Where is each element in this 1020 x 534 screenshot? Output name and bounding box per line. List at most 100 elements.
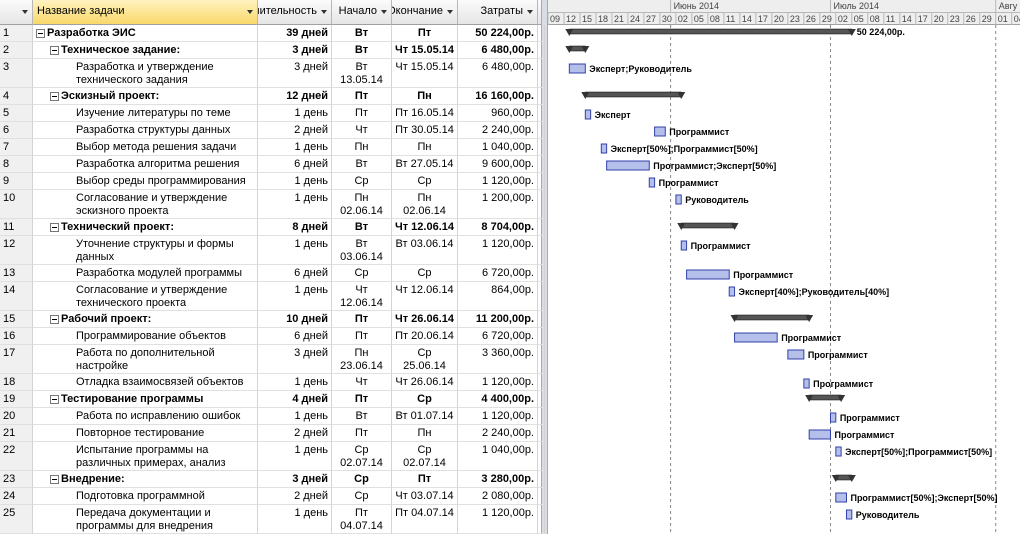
task-name: Разработка модулей программы (33, 265, 258, 282)
cost: 16 160,00р. (458, 88, 538, 105)
cost: 3 280,00р. (458, 471, 538, 488)
task-name: Работа по исправлению ошибок (33, 408, 258, 425)
summary-bar (734, 314, 810, 321)
day-label: 27 (646, 14, 656, 24)
day-label: 15 (582, 14, 592, 24)
start-date: Пт 16.05.14 (332, 88, 392, 105)
row-number: 12 (0, 236, 33, 265)
task-name: Разработка структуры данных (33, 122, 258, 139)
row-number: 9 (0, 173, 33, 190)
resource-label: Эксперт;Руководитель (589, 64, 692, 74)
task-name: Согласование и утверждение эскизного про… (33, 190, 258, 219)
row-number: 24 (0, 488, 33, 505)
start-date: Пн 23.06.14 (332, 345, 392, 374)
column-title: Затраты (480, 5, 524, 17)
finish-date: Ср 02.07.14 (392, 442, 458, 471)
row-number: 6 (0, 122, 33, 139)
day-label: 26 (806, 14, 816, 24)
finish-date: Ср 02.07.14 (392, 391, 458, 408)
resource-label: Эксперт[40%];Руководитель[40%] (739, 287, 890, 297)
finish-date: Пн 02.06.14 (392, 190, 458, 219)
resource-label: Программист (808, 350, 869, 360)
row-number: 16 (0, 328, 33, 345)
task-name: Повторное тестирование (33, 425, 258, 442)
summary-end (581, 46, 590, 53)
task-name: Техническое задание: (33, 42, 258, 59)
summary-end (805, 395, 814, 402)
start-date: Пт 13.06.14 (332, 311, 392, 328)
cell (538, 190, 545, 219)
row-number: 7 (0, 139, 33, 156)
day-label: 23 (950, 14, 960, 24)
row-number: 18 (0, 374, 33, 391)
summary-end (565, 46, 574, 53)
cell (538, 59, 545, 88)
cell (538, 442, 545, 471)
resource-label: Руководитель (685, 195, 749, 205)
column-header[interactable]: Название задачи (33, 0, 258, 25)
task-bar (808, 429, 831, 440)
cell (538, 282, 545, 311)
task-bar (829, 412, 837, 423)
finish-date: Пт 16.05.14 (392, 105, 458, 122)
day-label: 05 (694, 14, 704, 24)
start-date: Вт 01.07.14 (332, 408, 392, 425)
start-date: Вт 03.06.14 (332, 236, 392, 265)
task-name: Согласование и утверждение технического … (33, 282, 258, 311)
day-label: 11 (886, 14, 895, 24)
summary-end (805, 315, 814, 322)
summary-end (677, 223, 686, 230)
column-title: Название задачи (37, 5, 125, 17)
duration: 12 дней (258, 88, 332, 105)
task-bar (606, 160, 650, 171)
cell (538, 328, 545, 345)
finish-date: Чт 12.06.14 (392, 282, 458, 311)
finish-date: Пн 02.06.14 (392, 88, 458, 105)
month-label: Июнь 2014 (674, 1, 719, 11)
day-label: 23 (790, 14, 800, 24)
cost: 3 360,00р. (458, 345, 538, 374)
start-date: Вт 13.05.14 (332, 25, 392, 42)
resource-label: Руководитель (856, 510, 920, 520)
row-number: 5 (0, 105, 33, 122)
duration: 8 дней (258, 219, 332, 236)
finish-date: Чт 26.06.14 (392, 374, 458, 391)
collapse-toggle[interactable] (50, 46, 59, 55)
duration: 3 дней (258, 42, 332, 59)
collapse-toggle[interactable] (36, 29, 45, 38)
task-name: Разработка ЭИС (33, 25, 258, 42)
collapse-toggle[interactable] (50, 92, 59, 101)
summary-bar (808, 394, 842, 401)
column-header[interactable]: Начало (332, 0, 392, 25)
start-date: Вт 03.06.14 (332, 219, 392, 236)
start-date: Ср 02.07.14 (332, 471, 392, 488)
duration: 1 день (258, 408, 332, 425)
start-date: Чт 26.06.14 (332, 374, 392, 391)
resource-label: Программист (781, 333, 842, 343)
collapse-toggle[interactable] (50, 315, 59, 324)
collapse-toggle[interactable] (50, 475, 59, 484)
row-number: 19 (0, 391, 33, 408)
row-header-corner (0, 0, 33, 25)
duration: 2 дней (258, 122, 332, 139)
summary-end (847, 29, 856, 36)
task-bar (654, 126, 666, 137)
column-header[interactable]: Длительность (258, 0, 332, 25)
column-header[interactable]: Окончание (392, 0, 458, 25)
task-bar (787, 349, 805, 360)
day-label: 02 (678, 14, 688, 24)
cost: 2 080,00р. (458, 488, 538, 505)
collapse-toggle[interactable] (50, 223, 59, 232)
summary-cost-label: 50 224,00р. (857, 27, 905, 37)
cost: 960,00р. (458, 105, 538, 122)
cell (538, 25, 545, 42)
cell (538, 88, 545, 105)
duration: 6 дней (258, 265, 332, 282)
start-date: Пн 19.05.14 (332, 139, 392, 156)
collapse-toggle[interactable] (50, 395, 59, 404)
task-name: Технический проект: (33, 219, 258, 236)
task-name: Разработка и утверждение технического за… (33, 59, 258, 88)
summary-end (565, 29, 574, 36)
column-header[interactable]: Затраты (458, 0, 538, 25)
row-number: 13 (0, 265, 33, 282)
